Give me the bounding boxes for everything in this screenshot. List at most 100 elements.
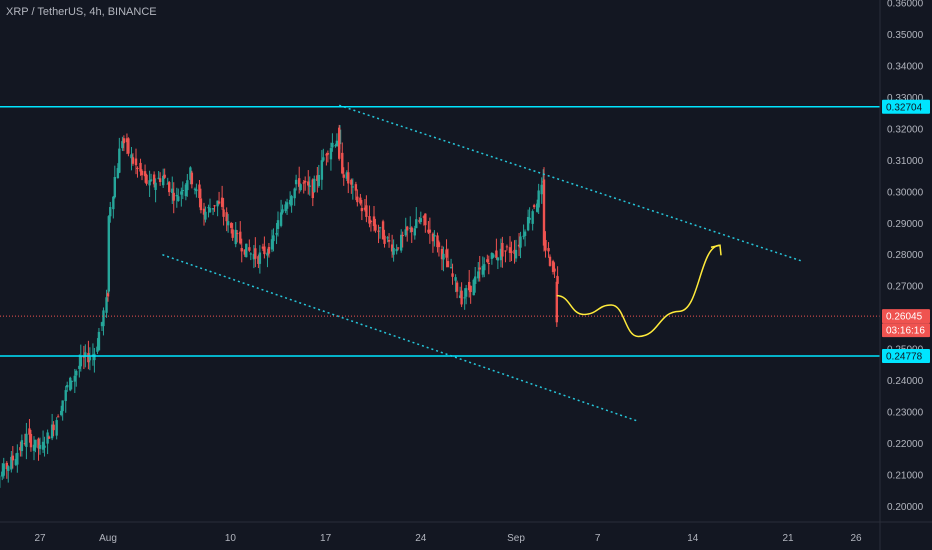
candle-body xyxy=(97,331,101,351)
candle-body xyxy=(341,152,344,174)
candle-body xyxy=(20,440,24,452)
candle-body xyxy=(240,248,243,252)
candle-body xyxy=(363,207,367,210)
candle-body xyxy=(19,447,22,451)
candle-body xyxy=(7,466,10,471)
candle-body xyxy=(87,353,90,363)
candle-body xyxy=(163,174,166,178)
candle-body xyxy=(544,239,547,251)
candle-body xyxy=(2,463,5,476)
candle-body xyxy=(436,235,439,248)
candle-body xyxy=(387,239,391,242)
candle-body xyxy=(478,267,481,270)
candle-body xyxy=(523,231,527,236)
candle-body xyxy=(551,261,555,272)
candle-body xyxy=(350,179,353,185)
candle-body xyxy=(390,244,394,252)
candle-body xyxy=(122,138,126,144)
candle-body xyxy=(406,226,409,231)
candle-body xyxy=(112,196,115,210)
symbol-title: XRP / TetherUS, 4h, BINANCE xyxy=(6,6,157,18)
price-tick-label: 0.24000 xyxy=(887,376,924,387)
candle-body xyxy=(468,281,471,291)
candle-body xyxy=(64,390,67,402)
candle-body xyxy=(28,428,31,435)
candle-body xyxy=(536,203,539,212)
candle-body xyxy=(25,433,28,447)
candle-body xyxy=(105,297,108,313)
candle-body xyxy=(445,249,448,258)
price-tick-label: 0.28000 xyxy=(887,250,924,261)
candle-body xyxy=(102,310,105,327)
candle-body xyxy=(413,228,416,236)
projection-path xyxy=(556,244,722,338)
candle-body xyxy=(537,190,540,208)
candle-body xyxy=(302,182,305,184)
price-tick-label: 0.32000 xyxy=(887,124,924,135)
candle-body xyxy=(487,262,490,264)
candle-body xyxy=(294,179,298,185)
candle-body xyxy=(492,254,495,258)
candle-body xyxy=(501,242,504,257)
candle-body xyxy=(245,243,248,258)
candle-body xyxy=(555,281,558,323)
candle-body xyxy=(532,205,536,208)
candle-body xyxy=(409,227,412,229)
candle-body xyxy=(496,257,500,261)
candle-body xyxy=(248,247,251,251)
candle-body xyxy=(304,180,307,183)
candle-body xyxy=(158,178,162,182)
candle-body xyxy=(279,212,283,226)
candle-body xyxy=(437,242,441,248)
candle-body xyxy=(139,162,142,172)
candle-body xyxy=(1,471,4,477)
candle-body xyxy=(249,253,252,255)
candle-body xyxy=(61,400,64,412)
candle-body xyxy=(172,192,175,201)
candle-body xyxy=(252,253,256,260)
candle-body xyxy=(93,353,96,361)
candle-body xyxy=(335,140,339,147)
candle-body xyxy=(298,178,301,187)
candle-body xyxy=(528,217,531,220)
candle-body xyxy=(75,370,78,376)
candle-body xyxy=(383,235,386,244)
candle-body xyxy=(351,186,354,188)
candle-body xyxy=(204,211,207,220)
candle-body xyxy=(189,167,192,180)
candle-body xyxy=(217,201,221,204)
price-tick-label: 0.27000 xyxy=(887,282,924,293)
candle-body xyxy=(526,216,530,231)
candle-body xyxy=(486,259,489,262)
candle-body xyxy=(180,191,183,195)
price-axis[interactable]: 0.200000.210000.220000.230000.240000.250… xyxy=(887,0,924,513)
price-tick-label: 0.29000 xyxy=(887,219,924,230)
candle-body xyxy=(288,199,292,205)
candle-body xyxy=(143,171,147,177)
time-axis[interactable]: 27 Aug 10 17 24 Sep 7 14 21 26 xyxy=(34,533,862,544)
candle-body xyxy=(106,293,110,297)
candle-body xyxy=(73,375,76,382)
candle-body xyxy=(474,276,477,284)
candle-body xyxy=(199,198,203,211)
candle-body xyxy=(32,444,36,451)
candle-body xyxy=(243,249,246,255)
candle-body xyxy=(548,256,552,266)
candle-body xyxy=(171,188,174,193)
candle-body xyxy=(257,256,260,264)
candle-body xyxy=(47,436,51,439)
level-price-tag-bg xyxy=(882,349,930,364)
candle-body xyxy=(442,253,445,260)
candle-body xyxy=(313,178,316,193)
candle-body xyxy=(431,233,435,242)
candle-body xyxy=(424,213,427,226)
time-tick-label: 24 xyxy=(415,533,427,544)
candle-body xyxy=(275,233,278,235)
candle-body xyxy=(79,355,82,367)
level-price-tag: 0.24778 xyxy=(886,352,923,363)
candle-body xyxy=(284,204,287,212)
candle-body xyxy=(553,268,556,272)
candle-body xyxy=(14,458,18,465)
candle-body xyxy=(198,184,201,199)
